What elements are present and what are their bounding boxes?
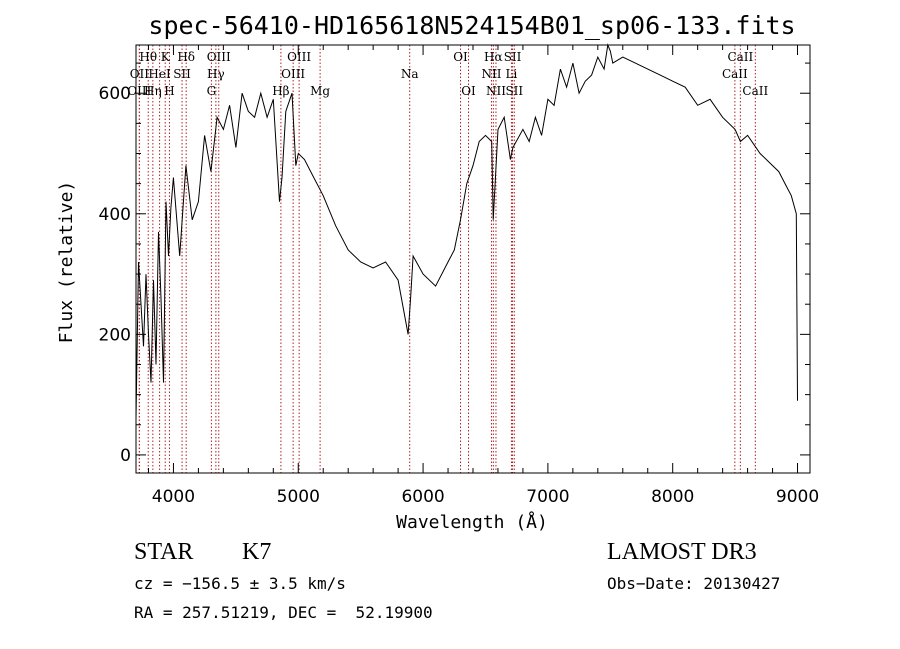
spectral-line-label: Hη — [144, 84, 162, 98]
x-tick-label: 4000 — [152, 487, 195, 507]
axis-tick-labels: 4000 5000 6000 7000 8000 9000 0 200 400 600 — [99, 84, 820, 507]
spectral-line-label: Hβ — [272, 84, 289, 98]
spectral-line-label: NII — [486, 84, 506, 98]
spectral-line-label: SII — [504, 50, 522, 64]
spectral-line-label: OI — [453, 50, 468, 64]
spectral-line-label: Li — [506, 67, 518, 81]
survey-name: LAMOST DR3 — [607, 539, 757, 565]
spectral-line-label: OIII — [127, 84, 151, 98]
spectral-line-label: CaII — [727, 50, 753, 64]
y-tick-label: 200 — [99, 325, 131, 345]
y-tick-label: 0 — [120, 446, 131, 466]
spectral-line-label: Hδ — [177, 50, 195, 64]
spectral-line-label: OI — [461, 84, 476, 98]
x-tick-label: 8000 — [651, 487, 694, 507]
y-axis-label: Flux (relative) — [56, 181, 77, 344]
observation-date: Obs−Date: 20130427 — [607, 574, 781, 593]
spectral-line-label: Hθ — [139, 50, 157, 64]
x-tick-label: 5000 — [277, 487, 320, 507]
coordinates: RA = 257.51219, DEC = 52.19900 — [134, 603, 433, 622]
spectrum-line — [135, 43, 798, 419]
y-tick-label: 600 — [99, 84, 131, 104]
spectral-line-label: Hα — [484, 50, 503, 64]
spectral-line-label: OIII — [287, 50, 311, 64]
spectral-line-label: SII — [173, 67, 191, 81]
spectral-line-label: H — [164, 84, 174, 98]
axis-ticks — [136, 45, 810, 473]
spectral-line-label: G — [207, 84, 217, 98]
spectral-line-label: HeI — [148, 67, 171, 81]
spectral-line-markers — [138, 45, 756, 473]
object-subclass: K7 — [242, 539, 272, 565]
spectral-line-label: OIII — [281, 67, 305, 81]
spectral-line-label: CaII — [742, 84, 768, 98]
plot-frame — [135, 44, 811, 474]
spectral-line-label: Hγ — [207, 67, 225, 81]
redshift-velocity: cz = −156.5 ± 3.5 km/s — [134, 574, 346, 593]
object-class: STAR — [134, 539, 194, 565]
spectral-line-label: Na — [401, 67, 419, 81]
chart-title: spec-56410-HD165618N524154B01_sp06-133.f… — [148, 11, 795, 40]
x-tick-label: 7000 — [526, 487, 569, 507]
spectral-line-label: CaII — [722, 67, 748, 81]
x-tick-label: 9000 — [776, 487, 819, 507]
spectral-line-label: NII — [481, 67, 501, 81]
y-tick-label: 400 — [99, 205, 131, 225]
spectral-line-label: Mg — [310, 84, 330, 98]
spectral-line-label: OII — [130, 67, 150, 81]
x-axis-label: Wavelength (Å) — [396, 511, 548, 533]
spectral-line-label: SII — [505, 84, 523, 98]
spectral-line-label: K — [161, 50, 171, 64]
x-tick-label: 6000 — [401, 487, 444, 507]
spectral-line-label: OIII — [207, 50, 231, 64]
